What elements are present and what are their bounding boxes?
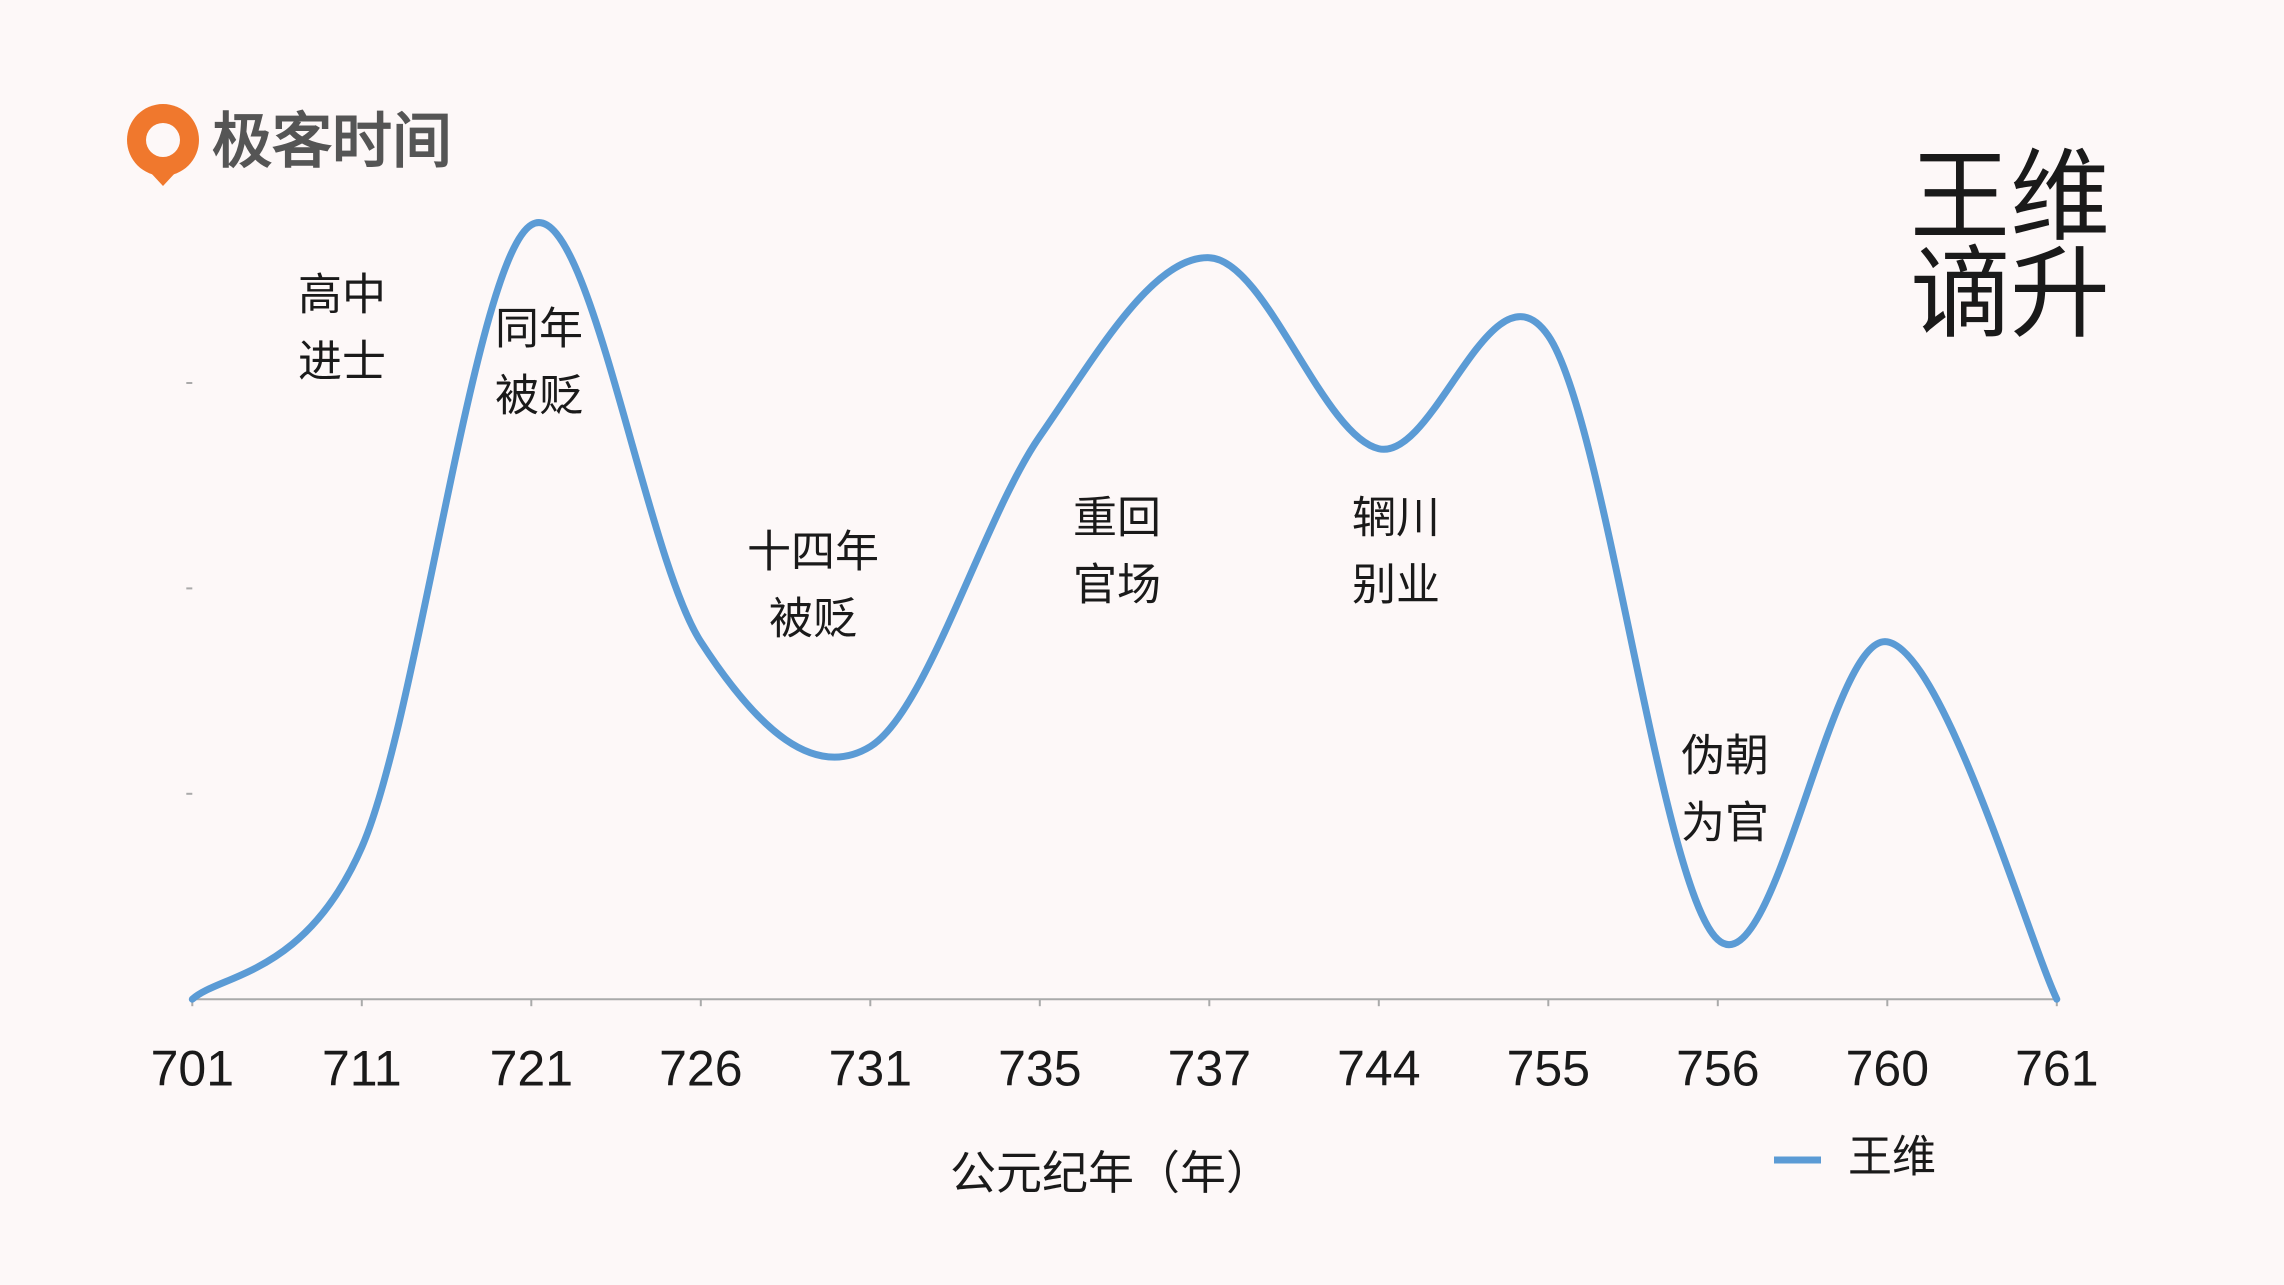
x-tick-label: 737 [1168,1040,1251,1096]
annotation: 被贬 [769,595,857,644]
annotation: 为官 [1681,799,1769,848]
annotation: 伪朝 [1681,732,1769,781]
x-tick-label: 701 [151,1040,234,1096]
x-tick-label: 760 [1846,1040,1929,1096]
logo: 极客时间 [127,104,452,186]
x-axis-label: 公元纪年（年） [950,1147,1272,1199]
x-tick-label: 735 [998,1040,1081,1096]
x-tick-label: 726 [659,1040,742,1096]
x-tick-label: 761 [2015,1040,2098,1096]
logo-icon-tip [150,172,176,186]
x-tick-label: 731 [829,1040,912,1096]
x-tick-label: 755 [1507,1040,1590,1096]
annotation: 重回 [1073,494,1161,543]
x-tick-label: 711 [322,1040,402,1096]
logo-text: 极客时间 [212,108,452,175]
annotation: 进士 [298,338,386,387]
chart-title: 王维 [1910,141,2110,253]
legend-label: 王维 [1848,1133,1936,1182]
annotation: 被贬 [495,372,583,421]
chart-title: 谪升 [1910,238,2110,350]
annotation: 同年 [495,305,583,354]
x-tick-label: 756 [1676,1040,1759,1096]
annotation: 辋川 [1352,494,1440,543]
annotation: 高中 [298,271,386,320]
annotation: 官场 [1073,561,1161,610]
line-series [188,219,2061,1003]
x-tick-label: 721 [490,1040,573,1096]
logo-icon-hole [146,123,180,157]
annotation: 十四年 [747,528,879,577]
x-tick-label: 744 [1337,1040,1420,1096]
annotation: 别业 [1352,561,1440,610]
